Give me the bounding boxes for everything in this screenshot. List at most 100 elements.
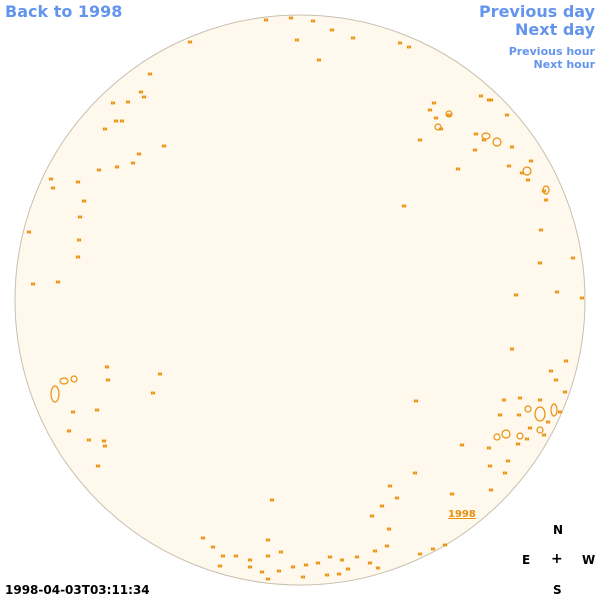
magnetic-region-contour (434, 123, 442, 131)
magnetic-feature (300, 575, 306, 579)
magnetic-feature (217, 564, 223, 568)
magnetic-feature (527, 426, 533, 430)
magnetic-feature (26, 230, 32, 234)
magnetic-feature (125, 100, 131, 104)
magnetic-feature (50, 186, 56, 190)
magnetic-region-contour (542, 185, 550, 195)
magnetic-feature (102, 127, 108, 131)
magnetic-region-contour (70, 375, 78, 383)
magnetic-feature (96, 168, 102, 172)
observation-timestamp: 1998-04-03T03:11:34 (5, 583, 150, 597)
magnetic-feature (336, 572, 342, 576)
magnetic-feature (387, 484, 393, 488)
year-link[interactable]: 1998 (448, 509, 476, 520)
magnetic-feature (384, 544, 390, 548)
magnetic-feature (486, 446, 492, 450)
magnetic-feature (345, 567, 351, 571)
magnetic-feature (509, 347, 515, 351)
magnetic-feature (562, 390, 568, 394)
magnetic-feature (502, 471, 508, 475)
next-hour-link[interactable]: Next hour (533, 58, 596, 71)
magnetic-feature (505, 459, 511, 463)
magnetic-feature (472, 148, 478, 152)
magnetic-feature (501, 398, 507, 402)
magnetic-region-contour (516, 432, 524, 440)
previous-day-link[interactable]: Previous day (478, 2, 595, 21)
magnetic-feature (367, 561, 373, 565)
magnetic-feature (95, 464, 101, 468)
magnetic-feature (548, 369, 554, 373)
magnetic-feature (276, 569, 282, 573)
magnetic-feature (379, 504, 385, 508)
sun-disk-outline (14, 14, 586, 586)
magnetic-feature (77, 215, 83, 219)
magnetic-region-contour (59, 377, 69, 385)
magnetic-feature (372, 549, 378, 553)
magnetic-feature (537, 261, 543, 265)
magnetic-feature (81, 199, 87, 203)
magnetic-feature (369, 514, 375, 518)
magnetic-region-contour (534, 406, 546, 422)
magnetic-feature (294, 38, 300, 42)
magnetic-feature (375, 566, 381, 570)
magnetic-feature (247, 558, 253, 562)
next-day-link[interactable]: Next day (515, 20, 595, 39)
magnetic-feature (141, 95, 147, 99)
magnetic-feature (70, 410, 76, 414)
magnetic-feature (543, 198, 549, 202)
magnetic-feature (433, 116, 439, 120)
magnetic-feature (101, 439, 107, 443)
magnetic-feature (554, 290, 560, 294)
magnetic-feature (269, 498, 275, 502)
magnetic-feature (488, 98, 494, 102)
magnetic-feature (524, 437, 530, 441)
magnetic-region-contour (481, 132, 491, 140)
magnetic-feature (570, 256, 576, 260)
magnetic-feature (394, 496, 400, 500)
magnetic-feature (265, 577, 271, 581)
magnetic-region-contour (524, 405, 532, 413)
magnetic-feature (397, 41, 403, 45)
magnetic-region-contour (492, 137, 502, 147)
magnetic-feature (473, 132, 479, 136)
magnetic-feature (329, 28, 335, 32)
magnetic-feature (48, 177, 54, 181)
magnetic-feature (497, 413, 503, 417)
magnetic-feature (130, 161, 136, 165)
magnetic-feature (105, 378, 111, 382)
magnetic-features (26, 16, 585, 581)
magnetic-feature (504, 113, 510, 117)
previous-hour-link[interactable]: Previous hour (508, 45, 595, 58)
magnetic-feature (157, 372, 163, 376)
magnetic-feature (290, 565, 296, 569)
compass-east: E (522, 553, 531, 567)
magnetic-feature (220, 554, 226, 558)
magnetic-feature (30, 282, 36, 286)
magnetic-feature (515, 442, 521, 446)
magnetic-feature (517, 396, 523, 400)
magnetic-feature (417, 552, 423, 556)
magnetic-feature (187, 40, 193, 44)
magnetic-feature (350, 36, 356, 40)
magnetic-feature (210, 545, 216, 549)
magnetic-feature (431, 101, 437, 105)
magnetic-feature (545, 420, 551, 424)
magnetic-region-contour (522, 166, 532, 176)
magnetic-feature (327, 555, 333, 559)
magnetic-feature (316, 58, 322, 62)
magnetic-feature (553, 378, 559, 382)
magnetic-feature (413, 399, 419, 403)
magnetic-region-contour (501, 429, 511, 439)
magnetic-feature (263, 18, 269, 22)
magnetic-feature (315, 561, 321, 565)
magnetic-region-contour (50, 385, 60, 403)
magnetic-feature (354, 555, 360, 559)
magnetic-feature (478, 94, 484, 98)
magnetic-feature (339, 558, 345, 562)
magnetic-feature (147, 72, 153, 76)
back-to-year-link[interactable]: Back to 1998 (5, 2, 123, 21)
magnetic-feature (417, 138, 423, 142)
magnetic-feature (104, 365, 110, 369)
magnetic-feature (200, 536, 206, 540)
magnetic-feature (541, 433, 547, 437)
